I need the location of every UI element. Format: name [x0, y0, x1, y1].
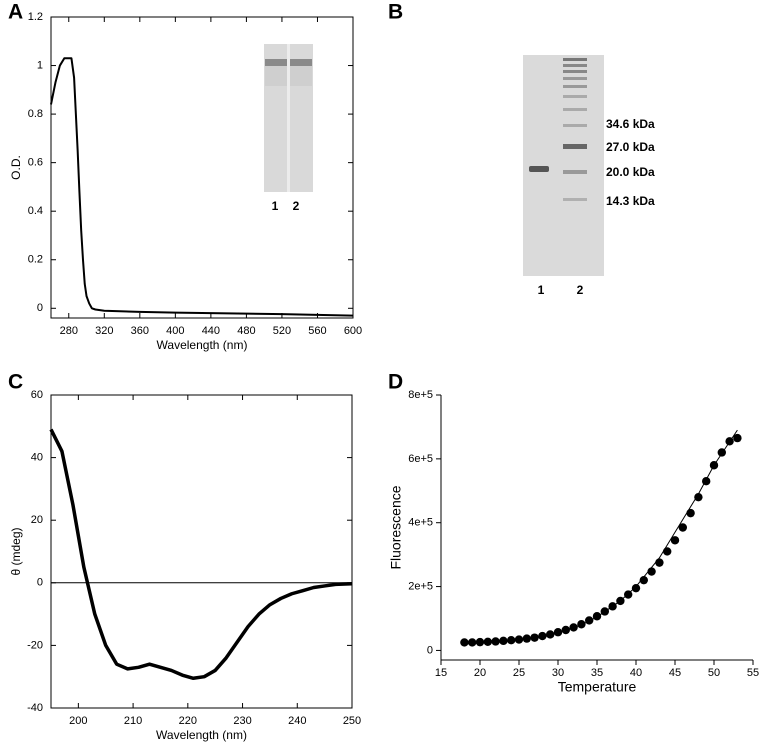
- panel-letter: B: [388, 1, 403, 24]
- y-tick-label: 0.2: [28, 254, 43, 266]
- lane-label: 2: [577, 283, 584, 297]
- y-axis-title: θ (mdeg): [9, 527, 23, 575]
- x-tick-label: 520: [273, 325, 291, 337]
- x-tick-label: 320: [95, 325, 113, 337]
- plot-frame: [50, 16, 354, 319]
- data-point: [507, 636, 516, 645]
- marker-label: 20.0 kDa: [606, 165, 655, 179]
- data-point: [655, 558, 664, 567]
- data-point: [733, 433, 742, 443]
- x-tick-label: 230: [233, 715, 251, 727]
- data-point: [499, 636, 508, 646]
- plot-frame: [50, 394, 353, 709]
- y-axis-title: Fluorescence: [388, 485, 404, 569]
- x-tick-label: 30: [552, 667, 564, 679]
- x-tick-label: 250: [343, 715, 361, 727]
- panel-letter: D: [388, 371, 403, 394]
- x-tick-label: 560: [308, 325, 326, 337]
- y-tick-label: 1.2: [28, 11, 43, 23]
- marker-label: 34.6 kDa: [606, 117, 655, 131]
- y-tick-label: 0: [427, 644, 433, 656]
- y-tick-label: 60: [31, 389, 43, 401]
- data-point: [686, 508, 695, 518]
- x-tick-label: 35: [591, 667, 603, 679]
- data-point: [514, 635, 524, 644]
- y-tick-label: 2e+5: [408, 580, 433, 592]
- y-tick-label: 40: [31, 452, 43, 464]
- data-point: [577, 620, 586, 629]
- x-axis-title: Wavelength (nm): [157, 338, 248, 352]
- marker-label: 27.0 kDa: [606, 140, 655, 154]
- x-tick-label: 20: [474, 667, 486, 679]
- x-tick-label: 15: [435, 667, 447, 679]
- y-tick-label: 0: [37, 577, 43, 589]
- data-point: [483, 637, 492, 647]
- data-point: [491, 637, 500, 646]
- data-point: [475, 637, 485, 647]
- lane-label: 1: [538, 283, 545, 297]
- gel-image: [523, 55, 604, 276]
- x-tick-label: 200: [69, 715, 87, 727]
- y-tick-label: 0: [37, 302, 43, 314]
- lane-label: 1: [272, 199, 279, 213]
- data-point: [553, 628, 563, 637]
- y-tick-label: 0.8: [28, 108, 43, 120]
- x-tick-label: 50: [708, 667, 720, 679]
- x-tick-label: 600: [344, 325, 362, 337]
- inset-gel: [264, 44, 313, 192]
- panel-letter: C: [8, 371, 23, 394]
- panel-letter: A: [8, 1, 23, 24]
- x-tick-label: 55: [747, 667, 759, 679]
- x-axis-title: Wavelength (nm): [156, 728, 247, 742]
- y-axis-title: O.D.: [9, 155, 23, 180]
- data-point: [663, 547, 672, 556]
- y-tick-label: 0.6: [28, 157, 43, 169]
- data-point: [694, 492, 703, 502]
- x-tick-label: 220: [179, 715, 197, 727]
- data-point: [678, 523, 687, 532]
- y-tick-label: -40: [27, 702, 43, 714]
- x-tick-label: 400: [166, 325, 184, 337]
- y-tick-label: 4e+5: [408, 517, 433, 529]
- lane-label: 2: [293, 199, 300, 213]
- data-line: [464, 429, 738, 645]
- x-tick-label: 45: [669, 667, 681, 679]
- data-point: [631, 583, 641, 593]
- data-line: [50, 57, 354, 317]
- data-point: [460, 638, 469, 647]
- y-tick-label: 20: [31, 514, 43, 526]
- x-tick-label: 280: [60, 325, 78, 337]
- data-point: [670, 536, 680, 545]
- x-tick-label: 360: [131, 325, 149, 337]
- data-line: [49, 428, 353, 681]
- x-tick-label: 240: [288, 715, 306, 727]
- x-tick-label: 25: [513, 667, 525, 679]
- data-point: [592, 612, 602, 621]
- x-tick-label: 210: [124, 715, 142, 727]
- y-tick-label: 1: [37, 59, 43, 71]
- y-tick-label: 6e+5: [408, 453, 433, 465]
- marker-label: 14.3 kDa: [606, 194, 655, 208]
- data-point: [468, 638, 477, 647]
- y-tick-label: 0.4: [28, 205, 43, 217]
- x-tick-label: 440: [202, 325, 220, 337]
- y-tick-label: -20: [27, 639, 43, 651]
- data-point: [538, 631, 547, 641]
- x-tick-label: 480: [237, 325, 255, 337]
- x-axis-title: Temperature: [558, 679, 637, 695]
- x-tick-label: 40: [630, 667, 642, 679]
- y-tick-label: 8e+5: [408, 389, 433, 401]
- data-point: [639, 575, 648, 585]
